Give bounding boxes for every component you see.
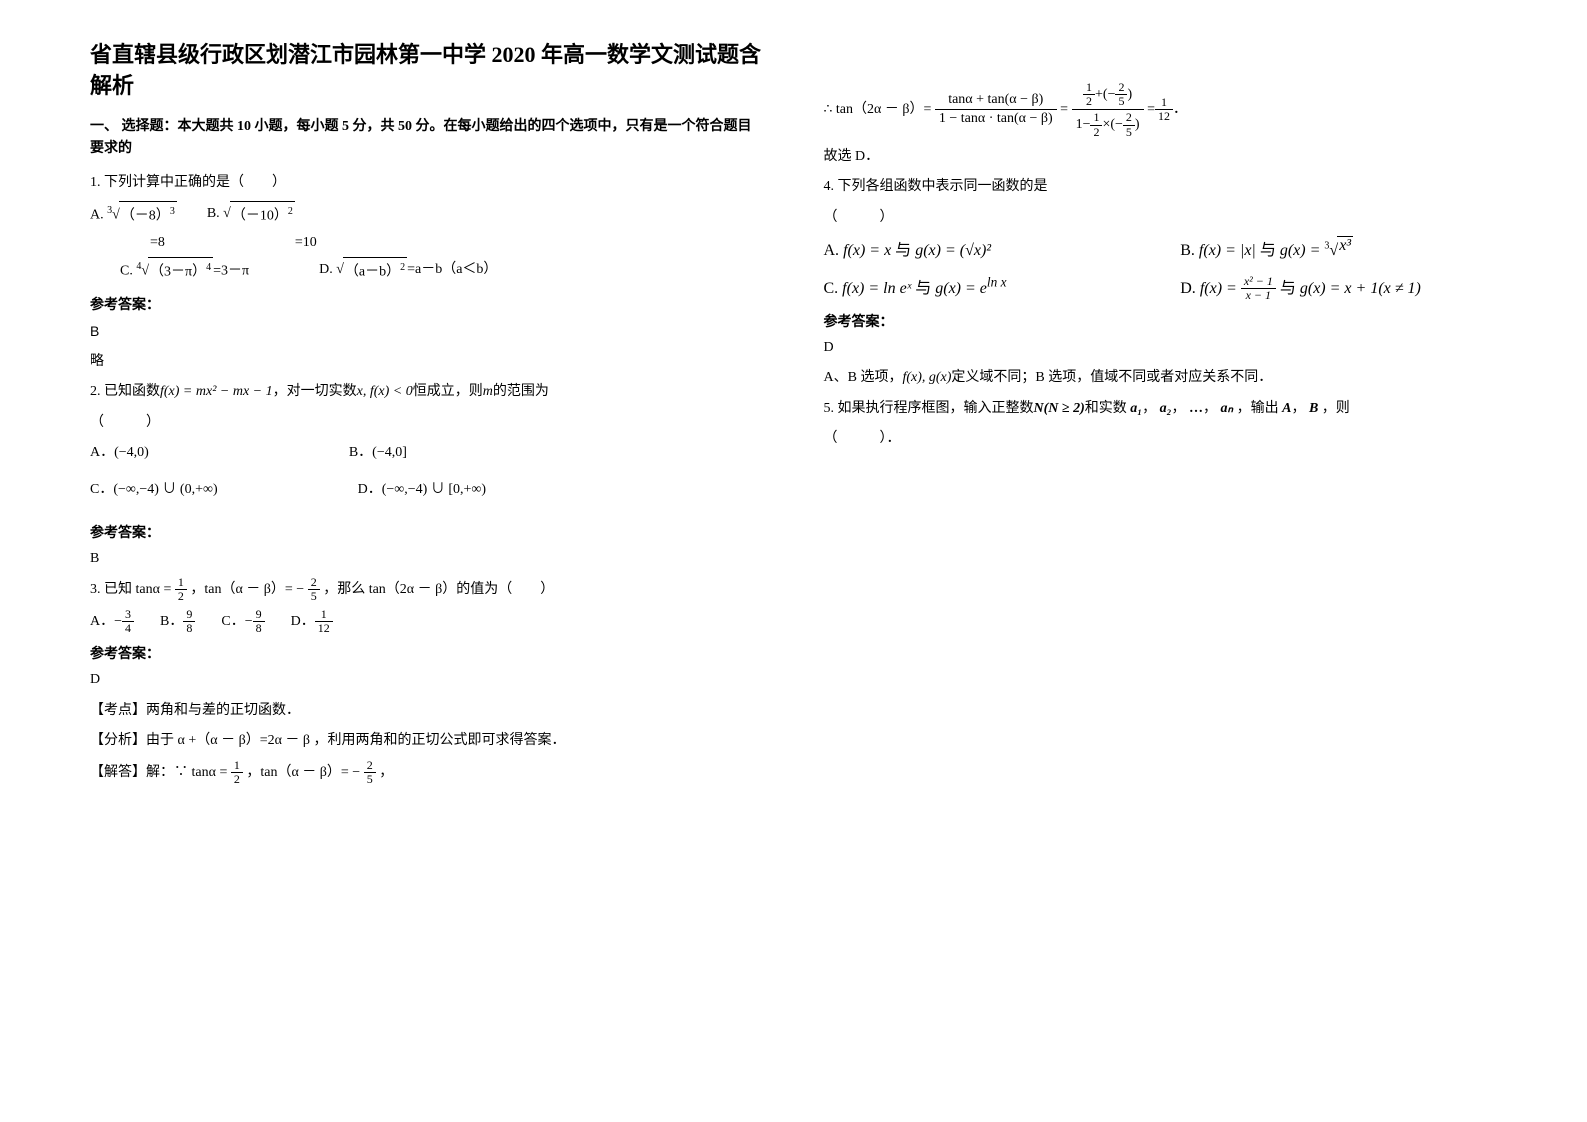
q1-opt-b-tail: =10 (295, 230, 317, 257)
q1-opt-d: D. √（a－b）2=a－b（a＜b） (319, 257, 497, 286)
q1-options: A. 3√（－8）3 B. √（－10）2 (90, 201, 764, 230)
q4-row1: A. f(x) = x 与 g(x) = (√x)² B. f(x) = |x|… (824, 236, 1498, 260)
q1-opt-a: A. 3√（－8）3 (90, 201, 177, 230)
answer-label: 参考答案： (90, 294, 764, 314)
q4-paren: （ ） (824, 205, 1498, 232)
q3-kaodian: 【考点】两角和与差的正切函数． (90, 698, 764, 725)
q1-opt-a-tail: =8 (150, 230, 165, 257)
q3-fenxi: 【分析】由于 α +（α － β）=2α － β ，利用两角和的正切公式即可求得… (90, 728, 764, 755)
q2-row2: C．(−∞,−4) ∪ (0,+∞) D．(−∞,−4) ∪ [0,+∞) (90, 477, 764, 504)
q5-paren: （ ）． (824, 426, 1498, 453)
q3-answer: D (90, 667, 764, 694)
q4-answer: D (824, 335, 1498, 362)
q1-answer: B (90, 318, 764, 345)
q1-options-2: =8 =10 (90, 230, 764, 257)
q4-opt-c: C. f(x) = ln eˣ 与 g(x) = eln x (824, 274, 1141, 303)
q2-stem: 2. 已知函数f(x) = mx² − mx − 1，对一切实数x, f(x) … (90, 379, 764, 406)
q2-opt-a: A．(−4,0) (90, 440, 149, 467)
q4-opt-d: D. f(x) = x² − 1x − 1 与 g(x) = x + 1(x ≠… (1180, 274, 1497, 303)
q1-stem: 1. 下列计算中正确的是（ ） (90, 170, 764, 197)
q2-opt-b: B．(−4,0] (349, 440, 407, 467)
q3-stem: 3. 已知 tanα = 12 ，tan（α － β）= − 25 ，那么 ta… (90, 576, 764, 604)
q2-answer: B (90, 546, 764, 573)
q3-solution: 【解答】解：∵ tanα = 12 ，tan（α － β）= − 25 ， (90, 759, 764, 787)
q3-opt-b: B．98 (160, 608, 195, 636)
q1-opt-c: C. 4√（3－π）4=3－π (120, 257, 249, 286)
q2-paren: （ ） (90, 410, 764, 437)
q3-opt-d: D．112 (291, 608, 333, 636)
q3-eq-line: ∴ tan（2α － β）= tanα + tan(α − β) 1 − tan… (824, 80, 1498, 140)
q3-opt-c: C．−98 (221, 608, 264, 636)
q2-opt-c: C．(−∞,−4) ∪ (0,+∞) (90, 477, 218, 504)
answer-label: 参考答案： (824, 311, 1498, 331)
q5-stem: 5. 如果执行程序框图，输入正整数N(N ≥ 2)和实数 a₁， a₂， …， … (824, 396, 1498, 423)
q1-note: 略 (90, 349, 764, 376)
q4-opt-a: A. f(x) = x 与 g(x) = (√x)² (824, 236, 1141, 260)
q3-conclusion: 故选 D． (824, 144, 1498, 171)
q2-opt-d: D．(−∞,−4) ∪ [0,+∞) (358, 477, 486, 504)
q3-options: A．−34 B．98 C．−98 D．112 (90, 608, 764, 636)
q4-row2: C. f(x) = ln eˣ 与 g(x) = eln x D. f(x) =… (824, 274, 1498, 303)
answer-label: 参考答案： (90, 643, 764, 663)
q4-opt-b: B. f(x) = |x| 与 g(x) = 3√x³ (1180, 236, 1497, 260)
answer-label: 参考答案： (90, 522, 764, 542)
q4-stem: 4. 下列各组函数中表示同一函数的是 (824, 174, 1498, 201)
q2-row1: A．(−4,0) B．(−4,0] (90, 440, 764, 467)
page-title: 省直辖县级行政区划潜江市园林第一中学 2020 年高一数学文测试题含解析 (90, 40, 764, 102)
q3-opt-a: A．−34 (90, 608, 134, 636)
q4-explain: A、B 选项，f(x), g(x)定义域不同；B 选项，值域不同或者对应关系不同… (824, 365, 1498, 392)
section-heading: 一、 选择题：本大题共 10 小题，每小题 5 分，共 50 分。在每小题给出的… (90, 116, 764, 161)
q1-options-3: C. 4√（3－π）4=3－π D. √（a－b）2=a－b（a＜b） (90, 257, 764, 286)
q1-opt-b: B. √（－10）2 (207, 201, 295, 230)
